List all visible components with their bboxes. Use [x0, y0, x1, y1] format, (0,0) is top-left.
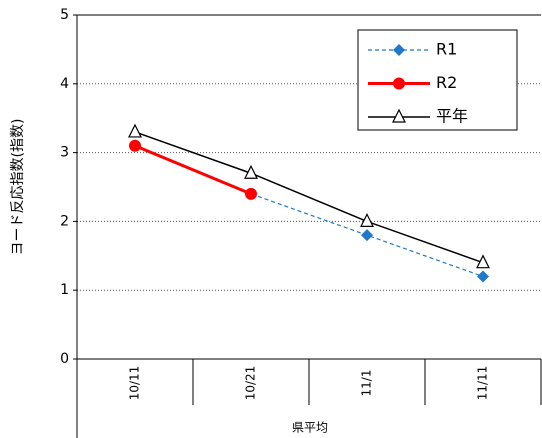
- data-point: [244, 164, 258, 179]
- data-point: [361, 229, 373, 242]
- legend-label: 平年: [436, 107, 468, 126]
- series-line: [134, 144, 252, 196]
- x-tick-label: 11/1: [360, 370, 374, 397]
- data-point: [129, 139, 141, 152]
- legend-marker: [393, 77, 405, 90]
- data-point: [128, 123, 142, 138]
- y-tick-label: 5: [60, 7, 69, 23]
- series-line: [134, 145, 484, 278]
- legend-label: R2: [436, 73, 457, 92]
- y-tick-label: 1: [60, 282, 69, 298]
- y-tick-label: 0: [60, 351, 69, 367]
- y-tick-label: 3: [60, 145, 69, 161]
- legend-marker: [392, 108, 406, 123]
- legend-label: R1: [436, 40, 457, 59]
- x-tick-label: 10/11: [128, 366, 142, 401]
- series-line: [134, 131, 484, 264]
- x-tick-label: 10/21: [244, 366, 258, 401]
- data-point: [360, 213, 374, 227]
- y-axis-label: ヨード反応指数(指数): [10, 119, 26, 256]
- group-label: 県平均: [292, 421, 328, 435]
- y-tick-label: 4: [60, 76, 69, 92]
- data-point: [245, 187, 257, 200]
- data-point: [476, 254, 490, 269]
- y-tick-label: 2: [60, 213, 69, 229]
- legend-marker: [393, 44, 405, 56]
- x-tick-label: 11/11: [476, 366, 490, 401]
- data-point: [477, 270, 489, 283]
- legend-box: [357, 29, 518, 131]
